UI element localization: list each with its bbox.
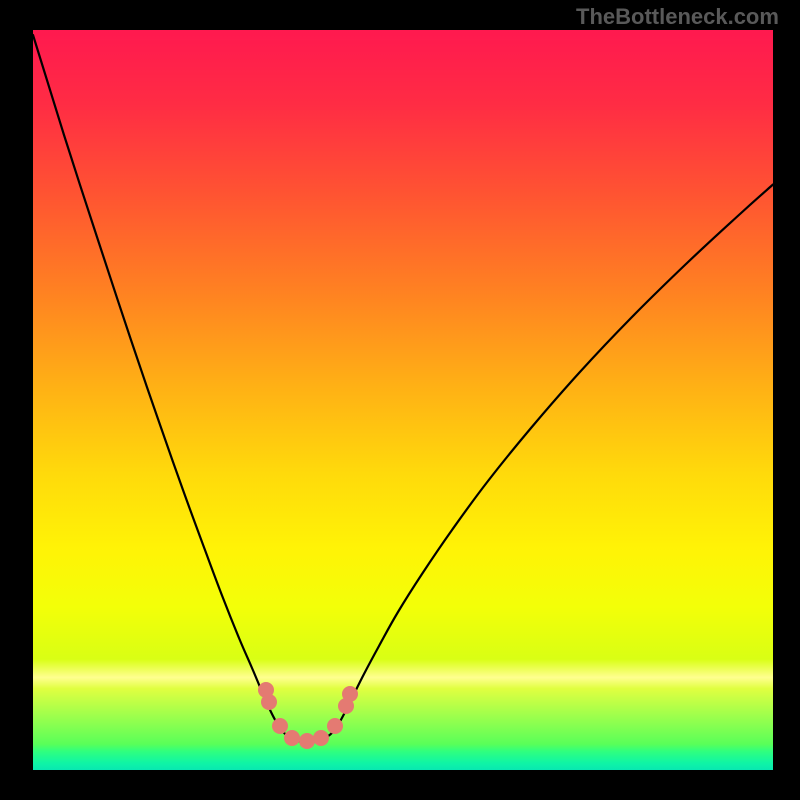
data-marker	[261, 694, 277, 710]
data-marker	[299, 733, 315, 749]
data-marker	[342, 686, 358, 702]
bottleneck-curve	[33, 35, 773, 742]
data-marker	[313, 730, 329, 746]
curve-layer	[33, 30, 773, 770]
plot-area	[33, 30, 773, 770]
data-marker	[284, 730, 300, 746]
data-marker	[272, 718, 288, 734]
watermark: TheBottleneck.com	[576, 4, 779, 30]
data-marker	[327, 718, 343, 734]
chart-frame: TheBottleneck.com	[0, 0, 800, 800]
